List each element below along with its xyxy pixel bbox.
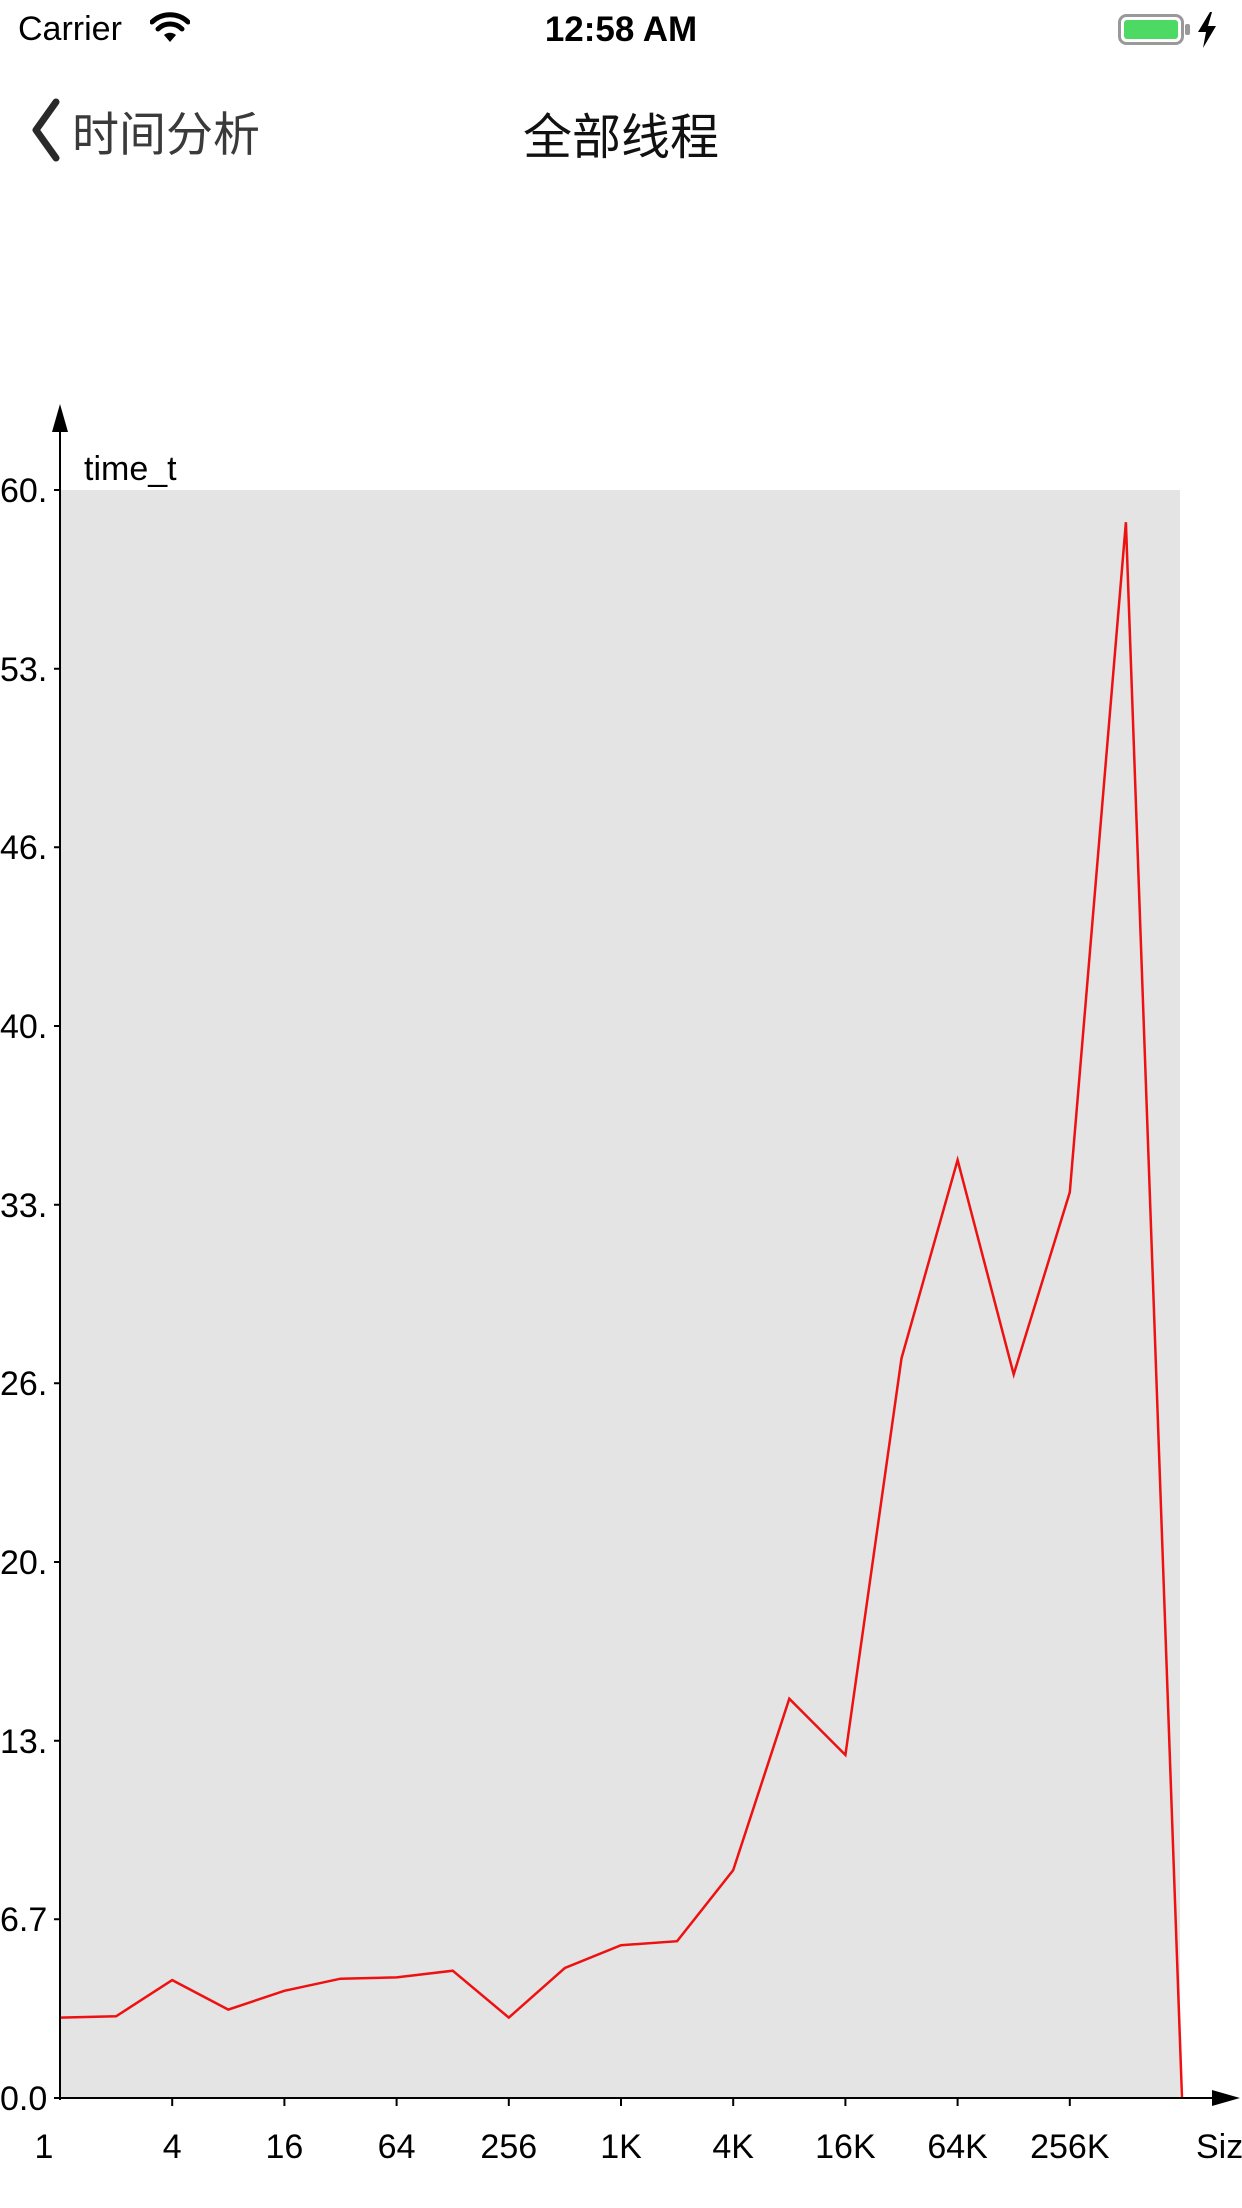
wifi-icon <box>150 12 190 42</box>
y-tick-label: 20. <box>0 1544 47 1582</box>
series-line <box>59 522 1184 2099</box>
y-tick-label: 0.0 <box>0 2080 47 2118</box>
back-button[interactable]: 时间分析 <box>30 90 260 170</box>
charging-bolt-icon <box>1198 12 1216 48</box>
battery-icon <box>1118 14 1190 45</box>
y-tick-label: 46. <box>0 829 47 867</box>
x-tick-label: 16 <box>265 2128 303 2166</box>
x-tick-label: 1 <box>35 2128 54 2166</box>
status-bar: Carrier 12:58 AM <box>0 0 1242 60</box>
plot-background <box>60 490 1180 2098</box>
y-tick-label: 53. <box>0 651 47 689</box>
x-tick-label: 1K <box>600 2128 642 2166</box>
x-tick-label: 256 <box>480 2128 537 2166</box>
y-tick-label: 60. <box>0 472 47 510</box>
status-time: 12:58 AM <box>544 10 698 49</box>
carrier-label: Carrier <box>18 10 122 48</box>
chevron-left-icon <box>32 98 60 162</box>
page-title: 全部线程 <box>522 109 719 166</box>
y-tick-label: 40. <box>0 1008 47 1046</box>
navigation-bar: 时间分析 全部线程 <box>0 60 1242 190</box>
x-tick-label: 4 <box>163 2128 182 2166</box>
y-tick-label: 6.7 <box>0 1901 47 1939</box>
y-tick-label: 33. <box>0 1187 47 1225</box>
y-axis-arrow <box>52 404 68 432</box>
x-tick-label: 64 <box>378 2128 416 2166</box>
x-tick-label: 4K <box>712 2128 754 2166</box>
x-axis-arrow <box>1212 2090 1240 2106</box>
x-tick-label: 16K <box>815 2128 876 2166</box>
y-tick-label: 13. <box>0 1723 47 1761</box>
back-button-label: 时间分析 <box>72 107 260 163</box>
y-tick-label: 26. <box>0 1365 47 1403</box>
x-tick-label: 256K <box>1030 2128 1110 2166</box>
y-axis-title: time_t <box>84 450 177 488</box>
x-axis-title: Siz <box>1196 2128 1242 2166</box>
x-tick-label: 64K <box>927 2128 988 2166</box>
